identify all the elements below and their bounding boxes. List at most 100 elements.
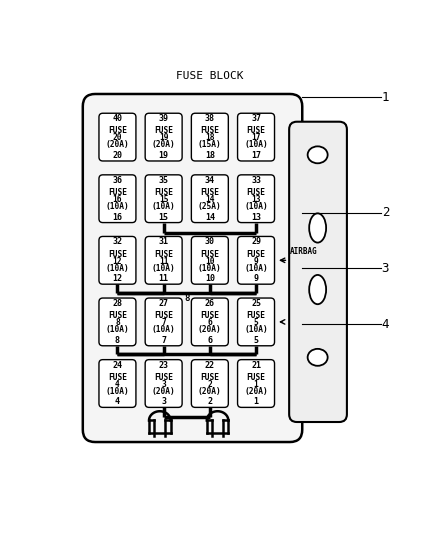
Text: FUSE: FUSE xyxy=(200,188,219,197)
Text: 28: 28 xyxy=(113,299,123,308)
Text: 21: 21 xyxy=(251,360,261,369)
Text: FUSE: FUSE xyxy=(154,373,173,382)
Text: (10A): (10A) xyxy=(152,202,176,211)
Text: 7: 7 xyxy=(161,336,166,345)
Text: 4: 4 xyxy=(115,380,120,389)
Text: 8: 8 xyxy=(184,294,189,303)
FancyBboxPatch shape xyxy=(145,237,182,284)
Text: (20A): (20A) xyxy=(198,387,222,395)
Text: 31: 31 xyxy=(159,237,169,246)
Text: 15: 15 xyxy=(159,195,168,204)
Text: FUSE: FUSE xyxy=(247,188,265,197)
Ellipse shape xyxy=(309,213,326,243)
Text: 5: 5 xyxy=(254,336,258,345)
Text: FUSE: FUSE xyxy=(200,126,219,135)
Text: FUSE: FUSE xyxy=(200,311,219,320)
Text: (15A): (15A) xyxy=(198,140,222,149)
Text: (20A): (20A) xyxy=(152,140,176,149)
Text: 19: 19 xyxy=(159,151,169,160)
Text: 26: 26 xyxy=(205,299,215,308)
Text: FUSE: FUSE xyxy=(247,373,265,382)
Text: 30: 30 xyxy=(205,237,215,246)
Text: FUSE: FUSE xyxy=(247,126,265,135)
Text: FUSE: FUSE xyxy=(154,311,173,320)
Text: 15: 15 xyxy=(159,213,169,222)
Text: FUSE: FUSE xyxy=(108,188,127,197)
Text: (10A): (10A) xyxy=(152,263,176,272)
Text: 35: 35 xyxy=(159,176,169,185)
Text: 13: 13 xyxy=(251,213,261,222)
FancyBboxPatch shape xyxy=(145,113,182,161)
FancyBboxPatch shape xyxy=(237,298,275,346)
Text: 2: 2 xyxy=(381,206,389,219)
Text: 1: 1 xyxy=(254,380,258,389)
Text: 6: 6 xyxy=(207,336,212,345)
FancyBboxPatch shape xyxy=(237,175,275,223)
Text: FUSE: FUSE xyxy=(108,311,127,320)
Text: (10A): (10A) xyxy=(244,325,268,334)
FancyBboxPatch shape xyxy=(83,94,302,442)
Text: 4: 4 xyxy=(381,318,389,330)
Text: FUSE: FUSE xyxy=(108,249,127,259)
Text: (10A): (10A) xyxy=(106,325,129,334)
Text: FUSE: FUSE xyxy=(154,188,173,197)
Text: FUSE: FUSE xyxy=(154,249,173,259)
Text: (20A): (20A) xyxy=(152,387,176,395)
Text: (20A): (20A) xyxy=(106,140,129,149)
Text: FUSE: FUSE xyxy=(200,249,219,259)
Text: 12: 12 xyxy=(113,256,122,265)
Text: 1: 1 xyxy=(254,398,258,407)
Text: (10A): (10A) xyxy=(106,387,129,395)
Text: 10: 10 xyxy=(205,256,215,265)
FancyBboxPatch shape xyxy=(191,175,228,223)
Text: 39: 39 xyxy=(159,114,169,123)
Text: 23: 23 xyxy=(159,360,169,369)
Text: 6: 6 xyxy=(208,318,212,327)
Text: FUSE: FUSE xyxy=(247,249,265,259)
Text: 33: 33 xyxy=(251,176,261,185)
Text: (10A): (10A) xyxy=(244,263,268,272)
Text: 29: 29 xyxy=(251,237,261,246)
Text: 2: 2 xyxy=(207,398,212,407)
FancyBboxPatch shape xyxy=(99,360,136,407)
Text: 12: 12 xyxy=(113,274,123,284)
FancyBboxPatch shape xyxy=(145,175,182,223)
FancyBboxPatch shape xyxy=(191,113,228,161)
Text: 27: 27 xyxy=(159,299,169,308)
FancyBboxPatch shape xyxy=(99,175,136,223)
Text: 20: 20 xyxy=(113,133,122,142)
Text: 1: 1 xyxy=(381,91,389,103)
Text: 3: 3 xyxy=(381,262,389,274)
FancyBboxPatch shape xyxy=(237,360,275,407)
Text: (10A): (10A) xyxy=(244,140,268,149)
Text: (20A): (20A) xyxy=(244,387,268,395)
Text: (10A): (10A) xyxy=(106,202,129,211)
FancyBboxPatch shape xyxy=(237,113,275,161)
Text: 34: 34 xyxy=(205,176,215,185)
Text: 40: 40 xyxy=(113,114,123,123)
Text: 5: 5 xyxy=(254,318,258,327)
Text: 8: 8 xyxy=(115,318,120,327)
Text: (10A): (10A) xyxy=(152,325,176,334)
FancyBboxPatch shape xyxy=(99,237,136,284)
Text: 18: 18 xyxy=(205,133,215,142)
FancyBboxPatch shape xyxy=(237,237,275,284)
Text: 10: 10 xyxy=(205,274,215,284)
Text: 13: 13 xyxy=(251,195,261,204)
Text: 18: 18 xyxy=(205,151,215,160)
Text: FUSE: FUSE xyxy=(108,126,127,135)
Ellipse shape xyxy=(309,275,326,304)
Text: 14: 14 xyxy=(205,195,215,204)
Text: (10A): (10A) xyxy=(244,202,268,211)
Text: 25: 25 xyxy=(251,299,261,308)
Text: 22: 22 xyxy=(205,360,215,369)
Text: 20: 20 xyxy=(113,151,123,160)
Text: 38: 38 xyxy=(205,114,215,123)
Text: 17: 17 xyxy=(251,151,261,160)
Text: 11: 11 xyxy=(159,274,169,284)
Text: FUSE: FUSE xyxy=(108,373,127,382)
Text: 16: 16 xyxy=(113,213,123,222)
FancyBboxPatch shape xyxy=(145,298,182,346)
Text: (10A): (10A) xyxy=(106,263,129,272)
Text: AIRBAG: AIRBAG xyxy=(290,247,318,256)
